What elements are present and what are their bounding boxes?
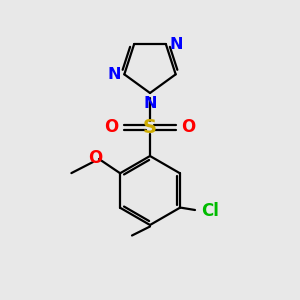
Text: N: N <box>107 67 121 82</box>
Text: S: S <box>143 118 157 137</box>
Text: N: N <box>143 96 157 111</box>
Text: O: O <box>104 118 118 136</box>
Text: O: O <box>88 149 103 167</box>
Text: O: O <box>182 118 196 136</box>
Text: N: N <box>169 37 183 52</box>
Text: Cl: Cl <box>201 202 219 220</box>
